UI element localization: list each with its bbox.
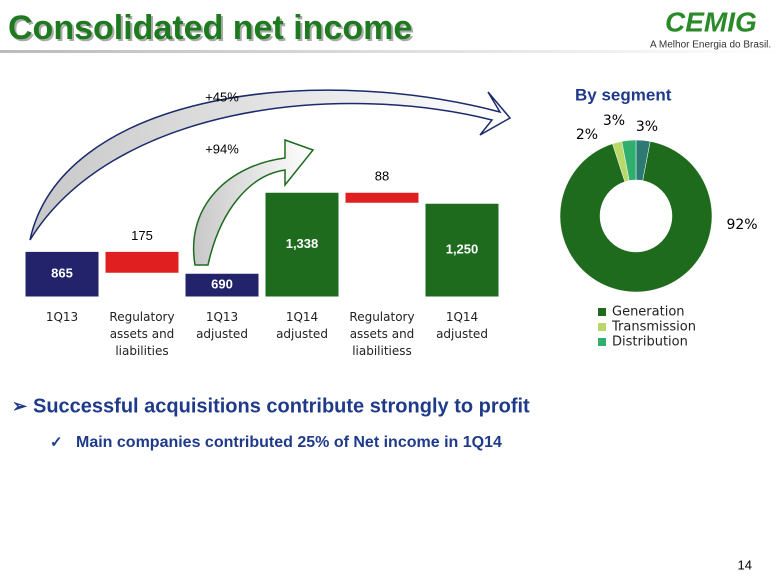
page-number: 14 (738, 557, 752, 572)
title-shadow: Consolidated net income (10, 11, 414, 49)
bullet-icon: ➢ (12, 396, 28, 416)
donut-slice (559, 141, 713, 293)
slice-label: 3% (603, 113, 625, 129)
legend-label: Generation (612, 305, 685, 320)
value-label: 88 (375, 169, 389, 184)
legend-swatch (598, 323, 606, 331)
bullet: Successful acquisitions contribute stron… (33, 395, 530, 417)
slice-label: 3% (636, 119, 658, 135)
tagline: A Melhor Energia do Brasil. (650, 40, 771, 51)
bar (264, 191, 340, 298)
arrow-94 (192, 138, 315, 266)
x-tick-label: Regulatory assets and liabilitiess (349, 310, 415, 358)
legend-swatch (598, 338, 606, 346)
x-tick-label: 1Q14 adjusted (436, 310, 488, 341)
legend-label: Distribution (612, 335, 688, 350)
slide-title: Consolidated net income (8, 9, 412, 47)
bar (344, 191, 420, 204)
value-label: 690 (211, 277, 233, 292)
slice-label: 92% (726, 217, 757, 233)
value-label: 175 (131, 228, 153, 243)
slice-label: 2% (576, 127, 598, 143)
bar (24, 250, 100, 298)
donut-slice (621, 139, 637, 181)
legend-label: Transmission (611, 320, 696, 335)
annotation: +45% (205, 89, 239, 104)
bar (424, 202, 500, 298)
sub-bullet: Main companies contributed 25% of Net in… (76, 434, 502, 451)
x-tick-label: 1Q13 adjusted (196, 310, 248, 341)
x-tick-label: 1Q13 (45, 310, 79, 324)
donut-title: By segment (575, 85, 672, 104)
arrow-45 (29, 89, 512, 241)
bar (184, 272, 260, 298)
bar (104, 250, 180, 274)
x-tick-label: Regulatory assets and liabilities (109, 310, 175, 358)
logo: CEMIG (665, 6, 757, 37)
legend-swatch (598, 308, 606, 316)
check-icon: ✓ (50, 434, 63, 451)
header-rule (0, 50, 781, 53)
value-label: 1,338 (286, 236, 319, 251)
value-label: 865 (51, 266, 73, 281)
x-tick-label: 1Q14 adjusted (276, 310, 328, 341)
annotation: +94% (205, 141, 239, 156)
value-label: 1,250 (446, 242, 479, 257)
